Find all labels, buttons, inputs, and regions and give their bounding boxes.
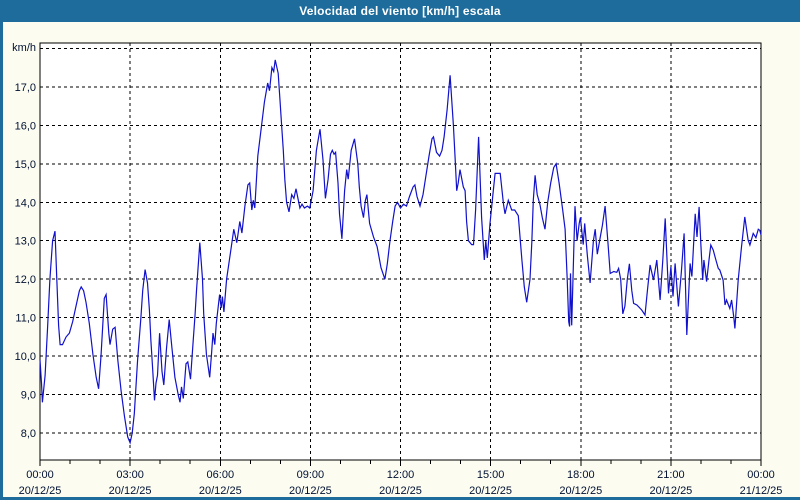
window-titlebar: Velocidad del viento [km/h] escala [0,0,800,22]
y-tick-label: 15,0 [15,159,36,171]
plot-border [39,42,762,461]
x-tick-time-label: 18:00 [567,469,595,481]
x-tick-date-label: 20/12/25 [19,485,62,497]
x-tick-time-label: 12:00 [387,469,415,481]
x-tick-time-label: 09:00 [297,469,325,481]
x-tick-time-label: 00:00 [26,469,54,481]
window-title: Velocidad del viento [km/h] escala [299,4,501,18]
y-tick-label: 13,0 [15,236,36,248]
x-tick-time-label: 00:00 [747,469,775,481]
axis-labels: km/h 17,0 16,0 15,0 14,0 13,0 12,0 11,0 10,0 9,0 8… [12,42,782,497]
y-tick-label: 14,0 [15,197,36,209]
x-tick-date-label: 20/12/25 [379,485,422,497]
gridlines [40,43,761,460]
window-frame-left [0,22,3,500]
y-tick-label: 8,0 [21,428,36,440]
x-tick-date-label: 20/12/25 [559,485,602,497]
y-tick-label: 17,0 [15,82,36,94]
y-tick-label: 9,0 [21,390,36,402]
axis-ticks [39,460,762,466]
x-tick-time-label: 21:00 [657,469,685,481]
y-tick-label: 10,0 [15,351,36,363]
x-tick-date-label: 21/12/25 [740,485,783,497]
x-tick-date-label: 20/12/25 [199,485,242,497]
x-tick-date-label: 20/12/25 [649,485,692,497]
plot-background [40,43,761,460]
wind-speed-line [39,59,762,445]
y-tick-label: 12,0 [15,274,36,286]
x-tick-time-label: 06:00 [207,469,235,481]
x-tick-date-label: 20/12/25 [469,485,512,497]
x-tick-time-label: 15:00 [477,469,505,481]
window-frame-bottom [0,497,800,500]
x-tick-time-label: 03:00 [116,469,144,481]
x-tick-date-label: 20/12/25 [289,485,332,497]
y-axis-unit-label: km/h [12,42,36,54]
x-tick-date-label: 20/12/25 [109,485,152,497]
y-tick-label: 16,0 [15,120,36,132]
y-tick-label: 11,0 [15,313,36,325]
